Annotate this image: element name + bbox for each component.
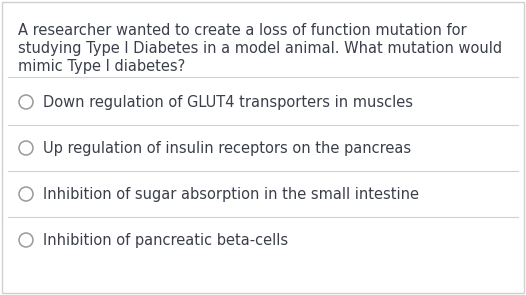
Text: studying Type I Diabetes in a model animal. What mutation would: studying Type I Diabetes in a model anim… <box>18 41 502 56</box>
Text: Up regulation of insulin receptors on the pancreas: Up regulation of insulin receptors on th… <box>43 140 411 155</box>
Text: Inhibition of pancreatic beta-cells: Inhibition of pancreatic beta-cells <box>43 232 288 248</box>
Text: mimic Type I diabetes?: mimic Type I diabetes? <box>18 59 185 74</box>
Text: Inhibition of sugar absorption in the small intestine: Inhibition of sugar absorption in the sm… <box>43 186 419 201</box>
Text: A researcher wanted to create a loss of function mutation for: A researcher wanted to create a loss of … <box>18 23 467 38</box>
Text: Down regulation of GLUT4 transporters in muscles: Down regulation of GLUT4 transporters in… <box>43 94 413 109</box>
